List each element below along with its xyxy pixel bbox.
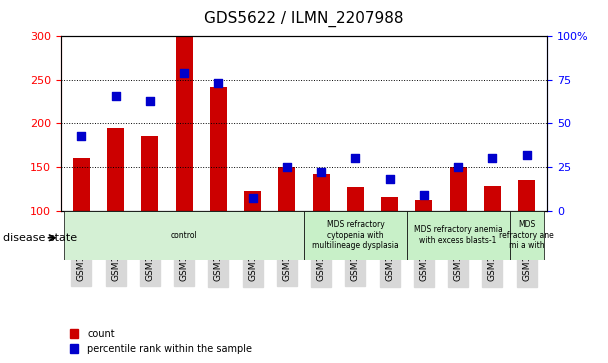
- FancyBboxPatch shape: [510, 211, 544, 260]
- Text: MDS refractory anemia
with excess blasts-1: MDS refractory anemia with excess blasts…: [414, 225, 503, 245]
- Point: [247, 195, 257, 201]
- Bar: [381, 197, 398, 298]
- Point: [145, 98, 154, 104]
- Point: [179, 70, 189, 76]
- Bar: [347, 187, 364, 298]
- Bar: [244, 191, 261, 298]
- Point: [454, 164, 463, 170]
- Bar: [278, 167, 295, 298]
- Text: MDS refractory
cytopenia with
multilineage dysplasia: MDS refractory cytopenia with multilinea…: [312, 220, 399, 250]
- Point: [213, 81, 223, 86]
- Point: [111, 93, 120, 98]
- FancyBboxPatch shape: [304, 211, 407, 260]
- Text: control: control: [171, 231, 198, 240]
- Bar: [141, 136, 159, 298]
- Legend: count, percentile rank within the sample: count, percentile rank within the sample: [66, 326, 256, 358]
- Bar: [518, 180, 535, 298]
- Point: [316, 169, 326, 175]
- Point: [419, 192, 429, 198]
- Text: disease state: disease state: [3, 233, 77, 243]
- Bar: [313, 174, 330, 298]
- FancyBboxPatch shape: [407, 211, 510, 260]
- Point: [282, 164, 292, 170]
- FancyBboxPatch shape: [64, 211, 304, 260]
- Text: MDS
refractory ane
mi a with: MDS refractory ane mi a with: [499, 220, 554, 250]
- Text: GDS5622 / ILMN_2207988: GDS5622 / ILMN_2207988: [204, 11, 404, 27]
- Bar: [73, 158, 90, 298]
- Bar: [484, 186, 501, 298]
- Point: [385, 176, 395, 182]
- Point: [488, 155, 497, 161]
- Point: [77, 133, 86, 139]
- Bar: [107, 128, 124, 298]
- Bar: [210, 87, 227, 298]
- Bar: [176, 36, 193, 298]
- Point: [351, 155, 361, 161]
- Bar: [449, 167, 467, 298]
- Bar: [415, 200, 432, 298]
- Point: [522, 152, 531, 158]
